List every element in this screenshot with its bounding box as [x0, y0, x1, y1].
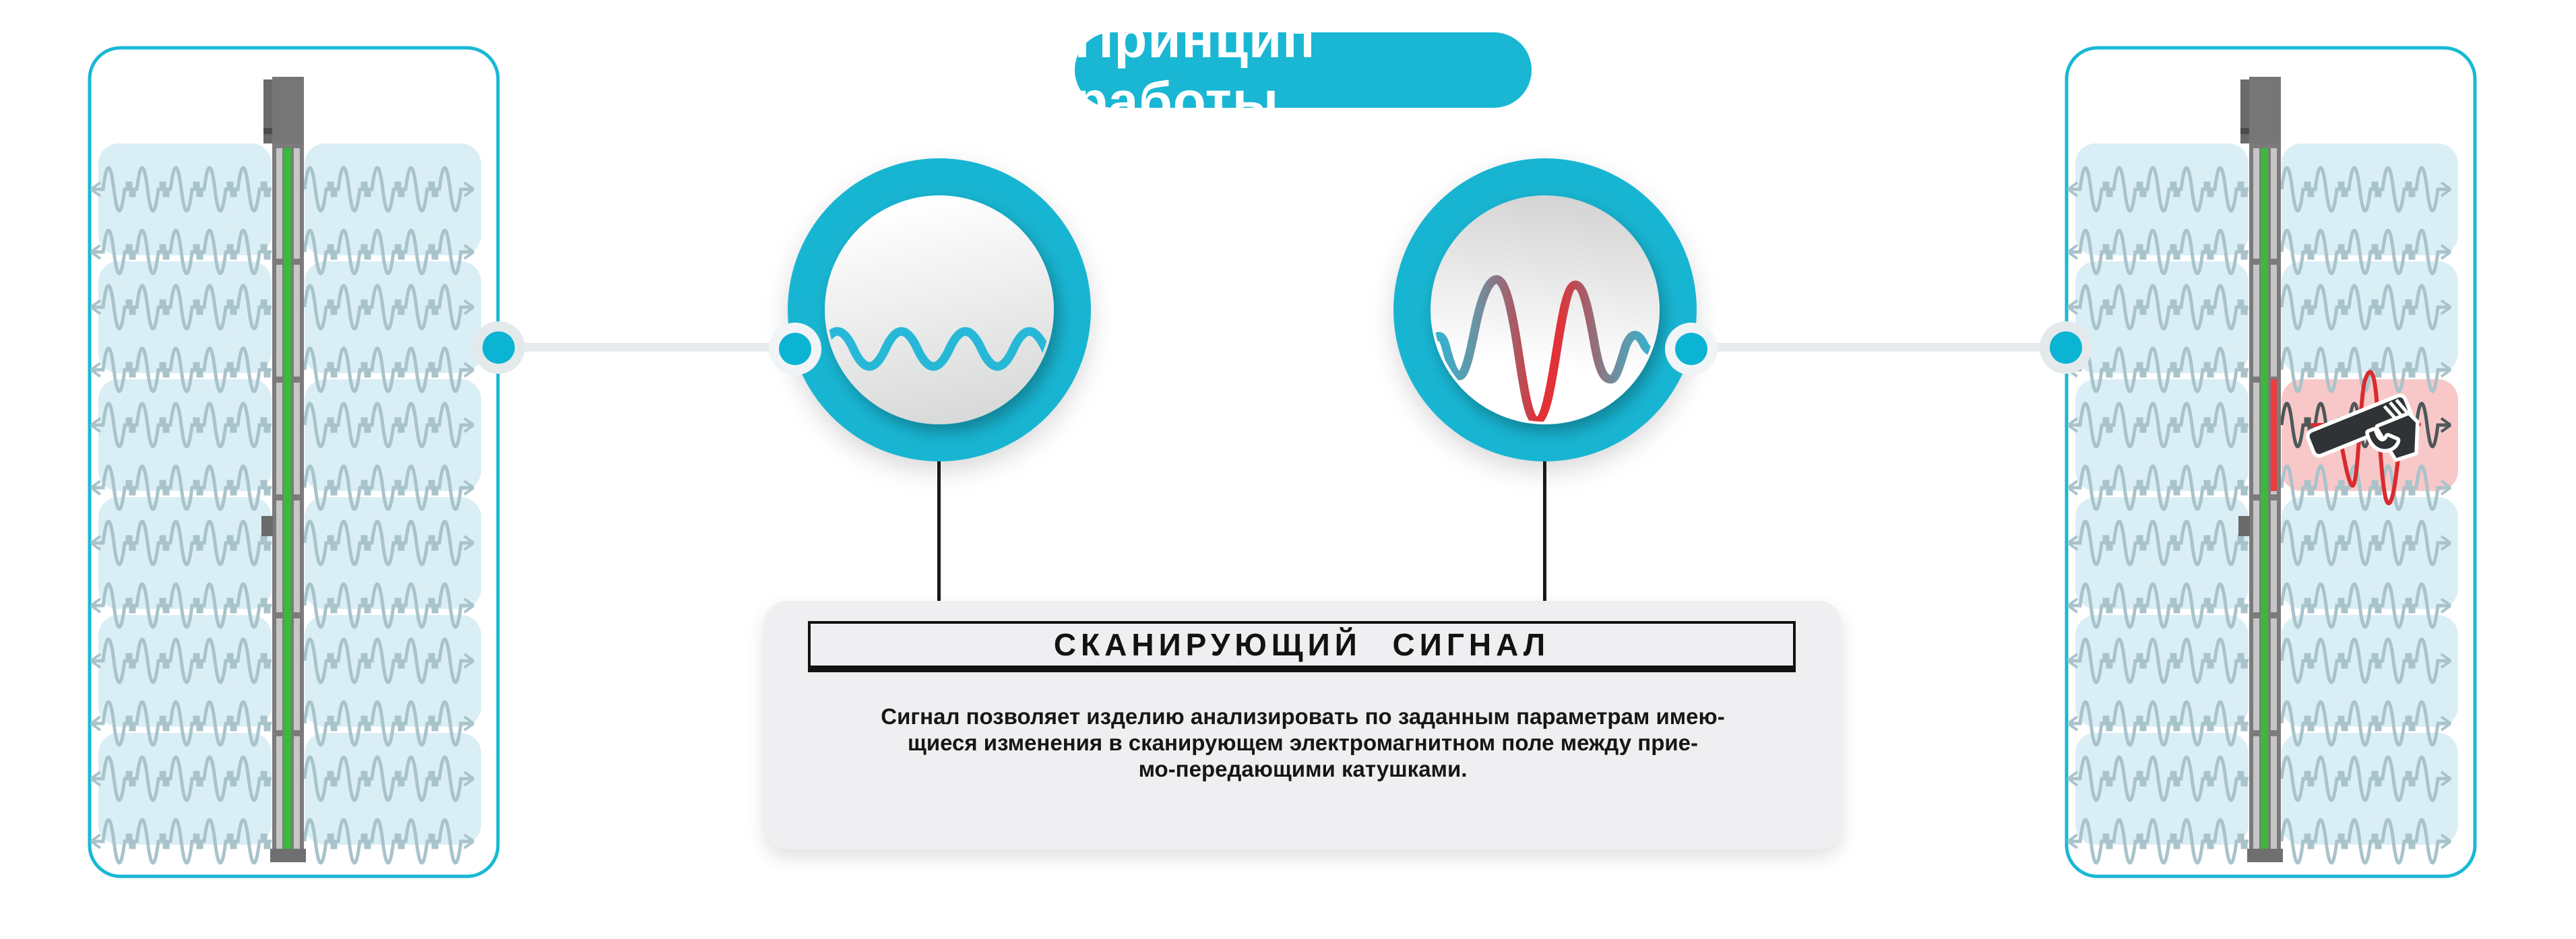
signal-box: СКАНИРУЮЩИЙ СИГНАЛ Сигнал позволяет изде… [764, 601, 1842, 849]
antenna-active-strip [284, 148, 291, 849]
antenna [2238, 77, 2283, 862]
signal-box-line: мо-передающими катушками. [1138, 756, 1468, 781]
circle-face [1431, 195, 1660, 424]
connector-line-left [499, 343, 795, 352]
antenna-active-strip [2261, 148, 2268, 849]
scan-panel-threat [2065, 46, 2477, 878]
signal-box-line: Сигнал позволяет изделию анализировать п… [881, 704, 1725, 729]
signal-box-line: щиеся изменения в сканирующем электромаг… [907, 730, 1699, 755]
disturbed-wave-icon [1433, 275, 1657, 422]
title-badge: Принцип работы [1075, 9, 1532, 131]
connector-dot-circle-right [1665, 323, 1718, 375]
antenna-alert-segment [2271, 379, 2277, 491]
connector-dot-panel-left [472, 321, 525, 374]
signal-box-title: СКАНИРУЮЩИЙ СИГНАЛ [1053, 627, 1550, 662]
scan-panel-clean [88, 46, 500, 878]
circle-face [825, 195, 1054, 424]
signal-box-text: Сигнал позволяет изделию анализировать п… [764, 703, 1842, 782]
pistol-icon [2306, 393, 2420, 462]
signal-circle-disturbed [1393, 158, 1697, 461]
signal-circle-clean [788, 158, 1091, 461]
title-badge-label: Принцип работы [1075, 9, 1316, 131]
connector-dot-panel-right [2040, 321, 2092, 374]
connector-line-right [1691, 343, 2066, 352]
stem-left [937, 460, 941, 605]
signal-box-header: СКАНИРУЮЩИЙ СИГНАЛ [808, 621, 1796, 672]
sine-wave-icon [827, 327, 1051, 371]
antenna [261, 77, 306, 862]
stem-right [1543, 460, 1546, 605]
connector-dot-circle-left [769, 323, 821, 375]
